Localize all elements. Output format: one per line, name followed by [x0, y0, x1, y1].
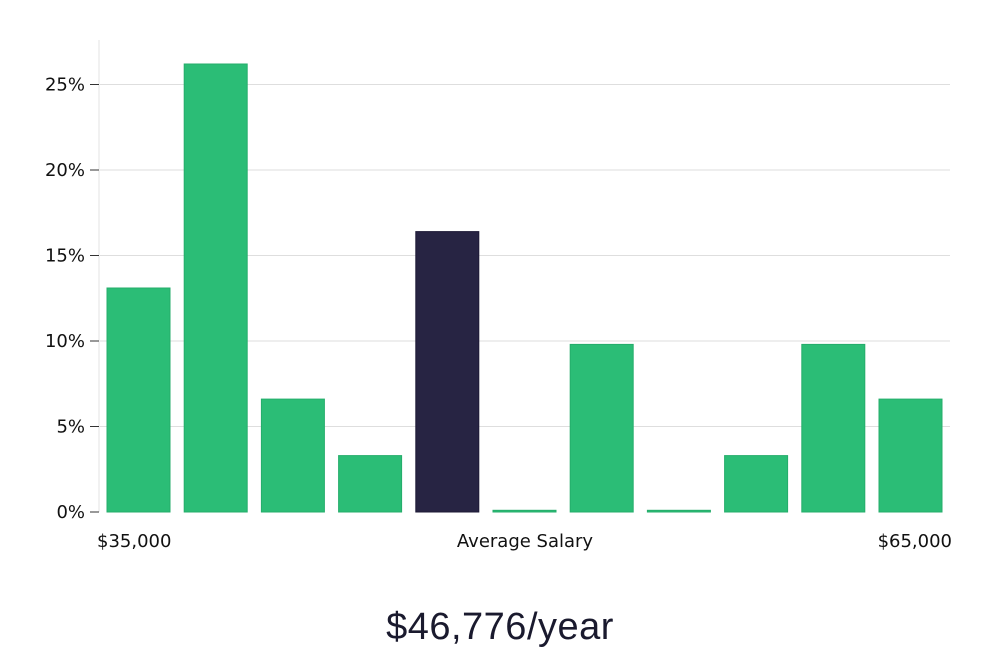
bar: [106, 287, 171, 513]
y-tick-label: 0%: [56, 502, 85, 523]
bar: [569, 343, 634, 513]
x-max-label: $65,000: [878, 531, 952, 552]
x-min-label: $35,000: [97, 531, 171, 552]
average-salary-value: $46,776/year: [386, 606, 614, 648]
bar: [646, 509, 711, 513]
y-tick-label: 5%: [56, 417, 85, 438]
bar: [492, 509, 557, 513]
bar: [260, 398, 325, 513]
salary-histogram: 0%5%10%15%20%25% $35,000 Average Salary …: [45, 40, 952, 552]
y-tick-label: 25%: [45, 75, 85, 96]
bars: [106, 63, 943, 513]
bar: [338, 455, 403, 513]
y-axis: 0% 5% 10% 15% 20% 25%: [45, 75, 99, 523]
bar: [183, 63, 248, 513]
y-tick-label: 10%: [45, 331, 85, 352]
x-axis-title: Average Salary: [457, 531, 594, 552]
y-tick-label: 15%: [45, 246, 85, 267]
bar: [724, 455, 789, 513]
bar: [878, 398, 943, 513]
bar: [801, 343, 866, 513]
bar-highlight: [415, 231, 480, 513]
y-tick-label: 20%: [45, 160, 85, 181]
